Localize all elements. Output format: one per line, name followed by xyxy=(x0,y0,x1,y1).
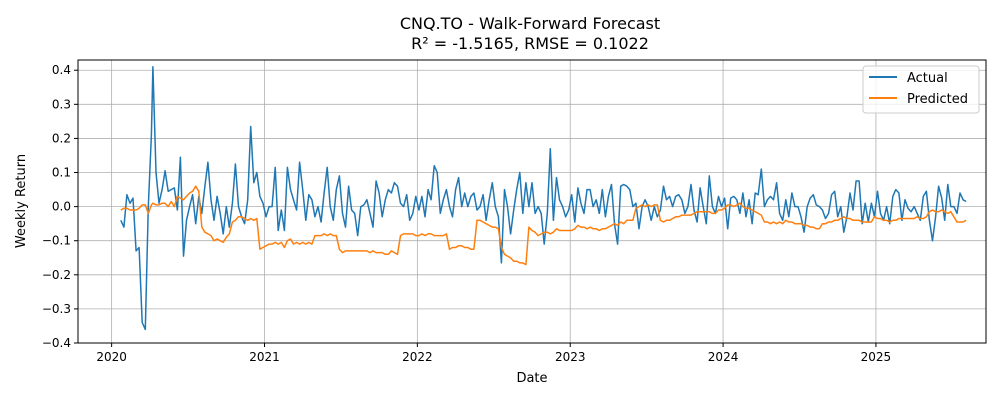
y-tick-label: −0.2 xyxy=(42,268,71,282)
y-tick-label: 0.4 xyxy=(52,63,71,77)
y-tick-label: 0.1 xyxy=(52,166,71,180)
y-tick-label: 0.3 xyxy=(52,97,71,111)
y-tick-label: −0.1 xyxy=(42,234,71,248)
chart-title: CNQ.TO - Walk-Forward Forecast xyxy=(400,14,660,33)
y-axis-label: Weekly Return xyxy=(14,154,29,248)
y-tick-label: 0.0 xyxy=(52,200,71,214)
x-tick-label: 2023 xyxy=(555,350,586,364)
axis-ticks: 2020 2021 2022 2023 2024 2025 0.4 0.3 0.2 0.1 0.0 −… xyxy=(42,63,891,364)
series-line-actual xyxy=(120,66,967,331)
x-tick-label: 2020 xyxy=(96,350,127,364)
x-tick-label: 2025 xyxy=(861,350,892,364)
plot-area-frame xyxy=(77,59,987,344)
legend-label-actual: Actual xyxy=(907,71,948,86)
x-tick-label: 2024 xyxy=(708,350,739,364)
y-tick-label: 0.2 xyxy=(52,131,71,145)
series-lines xyxy=(120,66,967,331)
y-tick-label: −0.3 xyxy=(42,302,71,316)
legend-label-predicted: Predicted xyxy=(907,92,968,107)
chart-subtitle: R² = -1.5165, RMSE = 0.1022 xyxy=(411,34,649,53)
x-tick-label: 2021 xyxy=(249,350,280,364)
x-axis-label: Date xyxy=(516,371,547,386)
series-line-predicted xyxy=(120,185,967,266)
y-tick-label: −0.4 xyxy=(42,336,71,350)
x-tick-label: 2022 xyxy=(402,350,433,364)
legend: Actual Predicted xyxy=(862,65,980,114)
